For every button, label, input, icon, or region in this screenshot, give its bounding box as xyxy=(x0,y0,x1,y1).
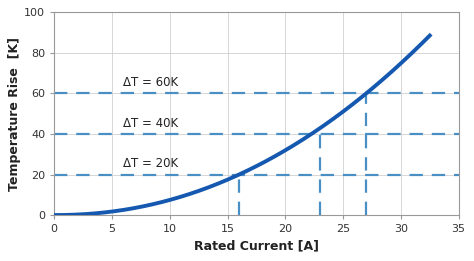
Text: ΔT = 20K: ΔT = 20K xyxy=(124,157,179,170)
Text: ΔT = 60K: ΔT = 60K xyxy=(124,76,179,89)
Y-axis label: Temperature Rise  [K]: Temperature Rise [K] xyxy=(9,37,21,191)
X-axis label: Rated Current [A]: Rated Current [A] xyxy=(194,240,319,253)
Text: ΔT = 40K: ΔT = 40K xyxy=(124,117,179,130)
